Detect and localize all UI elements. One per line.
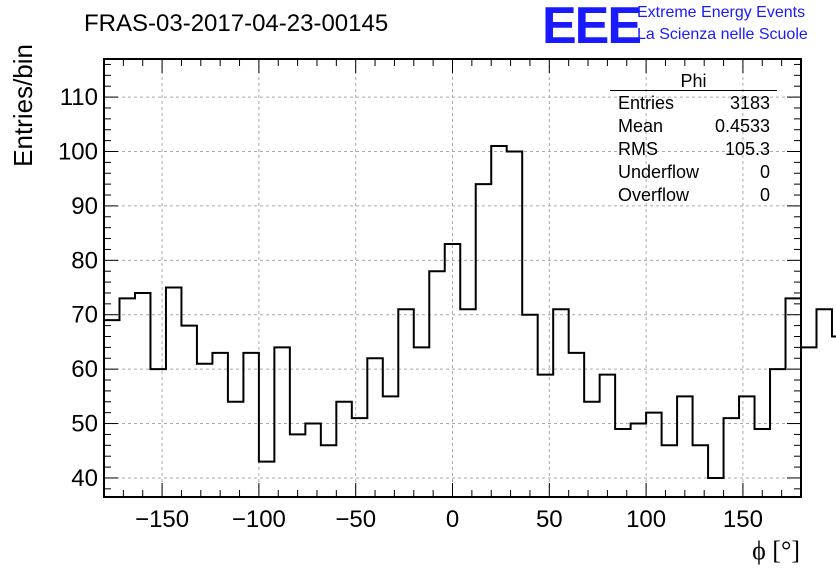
stats-value: 0 (759, 162, 770, 182)
histogram-series (104, 145, 836, 479)
stats-value: 105.3 (724, 139, 770, 159)
stats-row-entries: Entries 3183 (618, 92, 770, 114)
stats-box-divider (610, 90, 777, 91)
stats-value: 0 (759, 185, 770, 205)
y-tick-label: 70 (71, 302, 98, 329)
y-axis-label: Entries/bin (8, 44, 38, 167)
y-tick-label: 100 (58, 138, 98, 165)
stats-label: Entries (618, 93, 675, 113)
y-tick-label: 80 (71, 247, 98, 274)
x-tick-label: −50 (335, 506, 376, 533)
y-tick-label: 110 (60, 84, 98, 111)
x-tick-label: 0 (446, 506, 459, 533)
logo-subtitle-2: La Scienza nelle Scuole (637, 26, 808, 43)
stats-label: Mean (618, 116, 664, 136)
x-axis-label: ϕ [°] (752, 536, 800, 565)
stats-row-overflow: Overflow 0 (618, 184, 770, 206)
x-tick-label: 50 (536, 506, 563, 533)
x-tick-label: −150 (135, 506, 189, 533)
stats-row-mean: Mean 0.4533 (618, 115, 770, 137)
stats-row-rms: RMS 105.3 (618, 138, 770, 160)
stats-box-title: Phi (680, 71, 707, 91)
stats-label: Overflow (618, 185, 690, 205)
y-tick-label: 40 (71, 465, 98, 492)
eee-logo: EEE (542, 0, 642, 55)
stats-label: RMS (618, 139, 658, 159)
y-tick-label: 90 (71, 193, 98, 220)
stats-label: Underflow (618, 162, 700, 182)
stats-value: 0.4533 (714, 116, 770, 136)
y-tick-label: 60 (71, 356, 98, 383)
chart-title: FRAS-03-2017-04-23-00145 (84, 10, 389, 37)
stats-row-underflow: Underflow 0 (618, 161, 770, 183)
y-tick-label: 50 (71, 411, 98, 438)
logo-subtitle-1: Extreme Energy Events (637, 4, 806, 21)
stats-value: 3183 (729, 93, 770, 113)
x-tick-label: 100 (626, 506, 666, 533)
x-tick-label: −100 (232, 506, 286, 533)
x-tick-label: 150 (723, 506, 763, 533)
